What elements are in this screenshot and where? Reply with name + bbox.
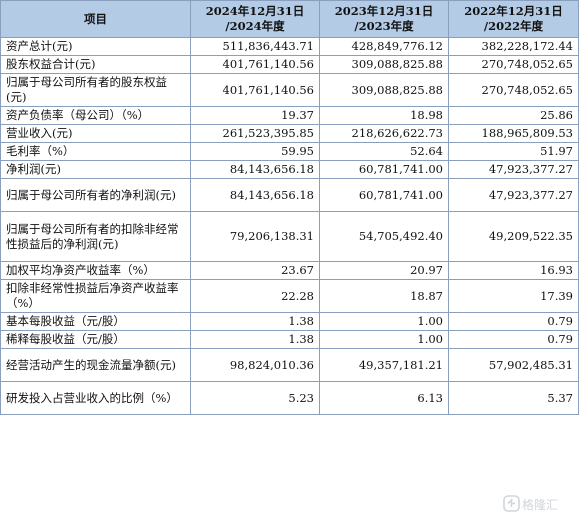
row-label: 归属于母公司所有者的扣除非经常性损益后的净利润(元) [0, 211, 191, 262]
cell-2023: 18.87 [319, 279, 449, 313]
row-label: 扣除非经常性损益后净资产收益率（%） [0, 279, 191, 313]
cell-2024: 511,836,443.71 [190, 37, 320, 56]
row-label: 稀释每股收益（元/股） [0, 330, 191, 349]
table-row: 资产总计(元) 511,836,443.71 428,849,776.12 382,2… [0, 37, 579, 56]
row-label: 营业收入(元) [0, 124, 191, 143]
cell-2023: 18.98 [319, 106, 449, 125]
table-row: 基本每股收益（元/股） 1.38 1.00 0.79 [0, 312, 579, 331]
row-label: 基本每股收益（元/股） [0, 312, 191, 331]
cell-2023: 54,705,492.40 [319, 211, 449, 262]
table-row: 毛利率（%） 59.95 52.64 51.97 [0, 142, 579, 161]
cell-2022: 51.97 [448, 142, 579, 161]
cell-2022: 57,902,485.31 [448, 348, 579, 382]
table-header-row: 项目 2024年12月31日/2024年度 2023年12月31日/2023年度… [0, 0, 579, 38]
table-row: 营业收入(元) 261,523,395.85 218,626,622.73 188,9… [0, 124, 579, 143]
row-label: 股东权益合计(元) [0, 55, 191, 74]
cell-2024: 22.28 [190, 279, 320, 313]
cell-2022: 188,965,809.53 [448, 124, 579, 143]
row-label: 经营活动产生的现金流量净额(元) [0, 348, 191, 382]
cell-2024: 23.67 [190, 261, 320, 280]
cell-2024: 98,824,010.36 [190, 348, 320, 382]
table-row: 扣除非经常性损益后净资产收益率（%） 22.28 18.87 17.39 [0, 279, 579, 313]
cell-2023: 60,781,741.00 [319, 160, 449, 179]
cell-2023: 49,357,181.21 [319, 348, 449, 382]
cell-2022: 49,209,522.35 [448, 211, 579, 262]
cell-2022: 0.79 [448, 312, 579, 331]
cell-2024: 401,761,140.56 [190, 55, 320, 74]
cell-2022: 47,923,377.27 [448, 178, 579, 212]
header-2022: 2022年12月31日/2022年度 [448, 0, 579, 38]
cell-2022: 16.93 [448, 261, 579, 280]
cell-2022: 25.86 [448, 106, 579, 125]
cell-2024: 59.95 [190, 142, 320, 161]
cell-2023: 1.00 [319, 312, 449, 331]
cell-2022: 47,923,377.27 [448, 160, 579, 179]
cell-2023: 309,088,825.88 [319, 55, 449, 74]
table-row: 稀释每股收益（元/股） 1.38 1.00 0.79 [0, 330, 579, 349]
row-label: 归属于母公司所有者的净利润(元) [0, 178, 191, 212]
cell-2024: 1.38 [190, 330, 320, 349]
cell-2024: 19.37 [190, 106, 320, 125]
header-2023: 2023年12月31日/2023年度 [319, 0, 449, 38]
cell-2022: 0.79 [448, 330, 579, 349]
table-row: 归属于母公司所有者的净利润(元) 84,143,656.18 60,781,741.… [0, 178, 579, 212]
cell-2024: 84,143,656.18 [190, 178, 320, 212]
cell-2024: 1.38 [190, 312, 320, 331]
table-row: 归属于母公司所有者的扣除非经常性损益后的净利润(元) 79,206,138.31 5… [0, 211, 579, 262]
row-label: 资产负债率（母公司）（%） [0, 106, 191, 125]
row-label: 毛利率（%） [0, 142, 191, 161]
cell-2023: 218,626,622.73 [319, 124, 449, 143]
cell-2023: 52.64 [319, 142, 449, 161]
cell-2024: 5.23 [190, 381, 320, 415]
cell-2022: 270,748,052.65 [448, 73, 579, 107]
cell-2022: 270,748,052.65 [448, 55, 579, 74]
row-label: 资产总计(元) [0, 37, 191, 56]
row-label: 研发投入占营业收入的比例（%） [0, 381, 191, 415]
cell-2024: 84,143,656.18 [190, 160, 320, 179]
table-row: 股东权益合计(元) 401,761,140.56 309,088,825.88 270… [0, 55, 579, 74]
row-label: 加权平均净资产收益率（%） [0, 261, 191, 280]
table-row: 净利润(元) 84,143,656.18 60,781,741.00 47,923,3… [0, 160, 579, 179]
header-item: 项目 [0, 0, 191, 38]
row-label: 净利润(元) [0, 160, 191, 179]
cell-2022: 17.39 [448, 279, 579, 313]
cell-2023: 60,781,741.00 [319, 178, 449, 212]
table-row: 资产负债率（母公司）（%） 19.37 18.98 25.86 [0, 106, 579, 125]
header-2024: 2024年12月31日/2024年度 [190, 0, 320, 38]
table-row: 归属于母公司所有者的股东权益(元) 401,761,140.56 309,088,8… [0, 73, 579, 107]
cell-2022: 382,228,172.44 [448, 37, 579, 56]
cell-2024: 261,523,395.85 [190, 124, 320, 143]
cell-2023: 20.97 [319, 261, 449, 280]
table-row: 经营活动产生的现金流量净额(元) 98,824,010.36 49,357,181.… [0, 348, 579, 382]
cell-2024: 79,206,138.31 [190, 211, 320, 262]
table-row: 研发投入占营业收入的比例（%） 5.23 6.13 5.37 [0, 381, 579, 415]
cell-2023: 428,849,776.12 [319, 37, 449, 56]
cell-2022: 5.37 [448, 381, 579, 415]
cell-2023: 1.00 [319, 330, 449, 349]
cell-2024: 401,761,140.56 [190, 73, 320, 107]
cell-2023: 6.13 [319, 381, 449, 415]
watermark-text: 格隆汇 [522, 497, 558, 512]
financial-indicators-table: 项目 2024年12月31日/2024年度 2023年12月31日/2023年度… [0, 0, 579, 415]
row-label: 归属于母公司所有者的股东权益(元) [0, 73, 191, 107]
table-row: 加权平均净资产收益率（%） 23.67 20.97 16.93 [0, 261, 579, 280]
cell-2023: 309,088,825.88 [319, 73, 449, 107]
gelonghui-logo-icon: 格隆汇 [503, 495, 558, 512]
